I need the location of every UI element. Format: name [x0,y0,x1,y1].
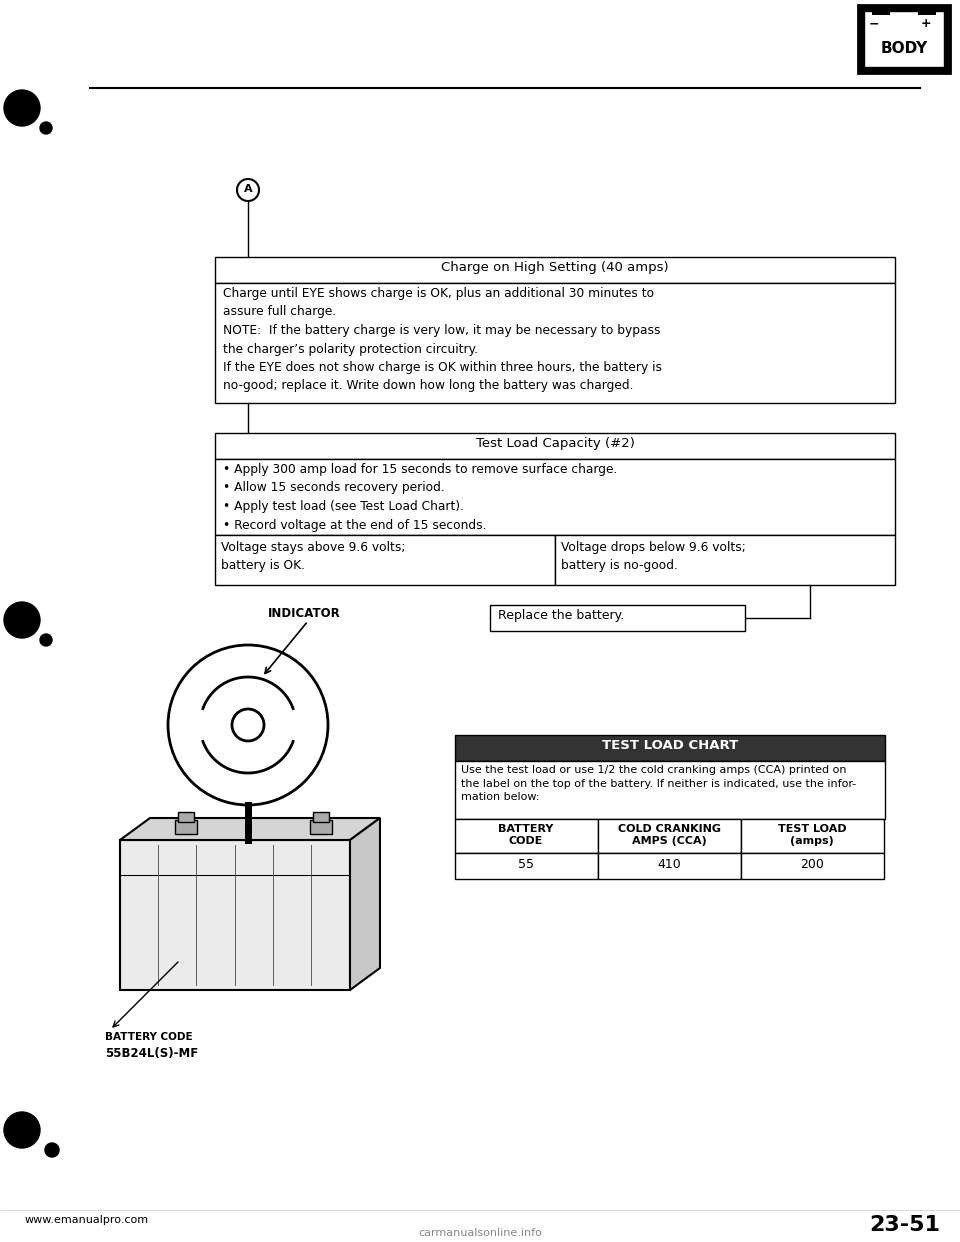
Text: • Apply 300 amp load for 15 seconds to remove surface charge.
• Allow 15 seconds: • Apply 300 amp load for 15 seconds to r… [223,463,617,532]
Bar [455,853,598,879]
Bar [918,7,936,15]
Bar [598,818,741,853]
Text: Test Load Capacity (#2): Test Load Capacity (#2) [475,437,635,450]
Bar [313,812,329,822]
Text: BATTERY CODE: BATTERY CODE [105,1032,193,1042]
Bar [490,605,745,631]
Text: 23-51: 23-51 [869,1215,940,1235]
Text: INDICATOR: INDICATOR [268,607,341,620]
Circle shape [4,1112,40,1148]
Polygon shape [120,818,380,840]
Bar [872,7,890,15]
Text: 55B24L(S)-MF: 55B24L(S)-MF [105,1047,199,1059]
Bar [741,853,884,879]
Text: BATTERY
CODE: BATTERY CODE [498,823,554,846]
Text: −: − [869,17,879,30]
Text: Voltage drops below 9.6 volts;
battery is no-good.: Voltage drops below 9.6 volts; battery i… [561,542,746,573]
Circle shape [40,633,52,646]
Bar [455,761,885,818]
Text: 410: 410 [658,858,681,871]
Bar [215,460,895,535]
Bar [858,5,950,73]
Bar [178,812,194,822]
Text: A: A [244,184,252,194]
Bar [120,840,350,990]
Text: 55: 55 [518,858,534,871]
Circle shape [45,1143,59,1158]
Text: Voltage stays above 9.6 volts;
battery is OK.: Voltage stays above 9.6 volts; battery i… [221,542,405,573]
Text: Charge on High Setting (40 amps): Charge on High Setting (40 amps) [442,261,669,274]
Text: Charge until EYE shows charge is OK, plus an additional 30 minutes to
assure ful: Charge until EYE shows charge is OK, plu… [223,287,662,392]
Circle shape [4,602,40,638]
Text: www.emanualpro.com: www.emanualpro.com [25,1215,149,1225]
Bar [864,11,944,67]
Circle shape [4,89,40,125]
Bar [455,735,885,761]
Text: carmanualsonline.info: carmanualsonline.info [418,1228,542,1238]
Bar [215,283,895,402]
Bar [215,433,895,460]
Polygon shape [350,818,380,990]
Text: TEST LOAD
(amps): TEST LOAD (amps) [778,823,847,846]
Bar [310,820,332,833]
Bar [175,820,197,833]
Text: BODY: BODY [880,41,927,56]
Circle shape [40,122,52,134]
Text: 200: 200 [800,858,824,871]
Bar [215,535,555,585]
Bar [455,818,598,853]
Bar [598,853,741,879]
Bar [555,535,895,585]
Text: TEST LOAD CHART: TEST LOAD CHART [602,739,738,751]
Text: Replace the battery.: Replace the battery. [498,609,624,622]
Bar [741,818,884,853]
Bar [215,257,895,283]
Text: +: + [921,17,931,30]
Text: Use the test load or use 1/2 the cold cranking amps (CCA) printed on
the label o: Use the test load or use 1/2 the cold cr… [461,765,856,802]
Text: COLD CRANKING
AMPS (CCA): COLD CRANKING AMPS (CCA) [617,823,721,846]
